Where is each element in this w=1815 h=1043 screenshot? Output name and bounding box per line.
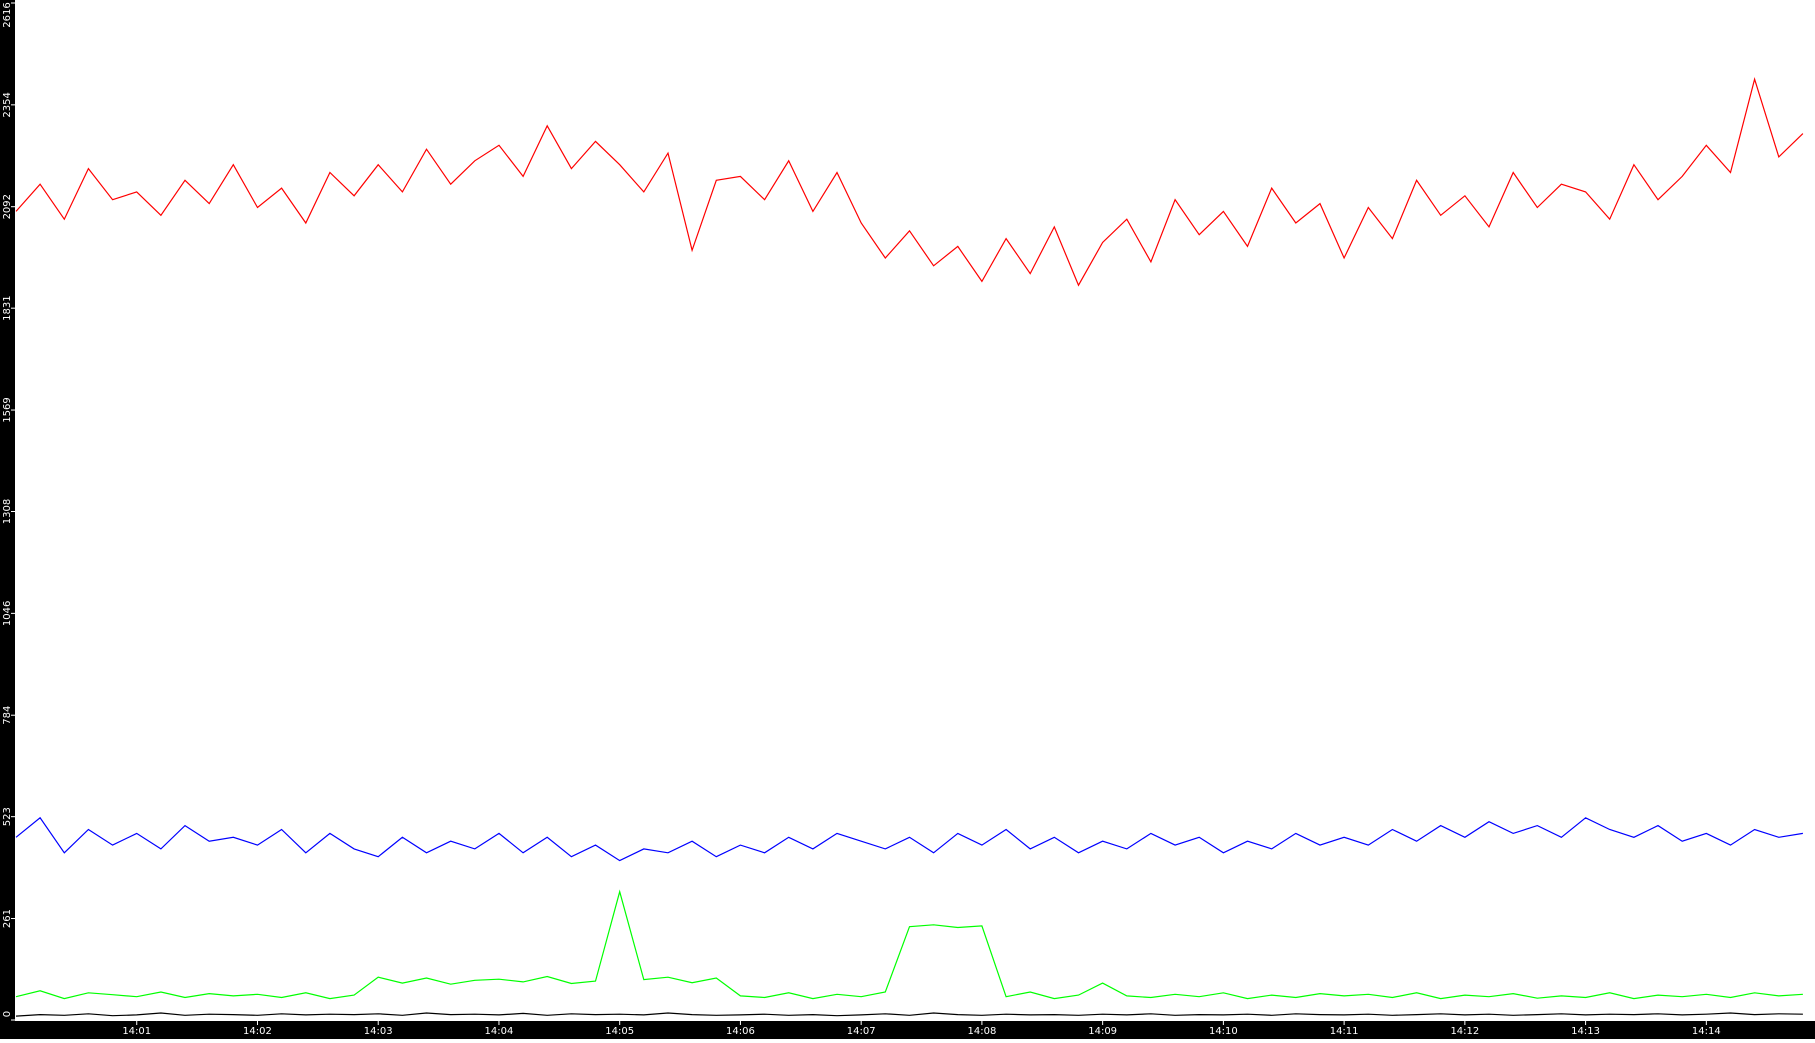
x-tick-label: 14:14 (1692, 1026, 1721, 1037)
x-tick-label: 14:09 (1088, 1026, 1117, 1037)
series-line (15, 816, 1803, 862)
y-tick-label: 0 (2, 1011, 13, 1017)
y-tick-label: 1046 (2, 601, 13, 626)
series-line (15, 889, 1803, 1000)
x-tick-label: 14:07 (847, 1026, 876, 1037)
y-axis-strip (0, 0, 15, 1039)
x-tick-label: 14:04 (485, 1026, 514, 1037)
x-tick-label: 14:06 (726, 1026, 755, 1037)
x-tick-label: 14:11 (1330, 1026, 1359, 1037)
x-axis-strip (0, 1021, 1815, 1039)
y-tick-label: 2092 (2, 194, 13, 219)
x-tick-label: 14:08 (967, 1026, 996, 1037)
y-tick-label: 1569 (2, 397, 13, 422)
series-line (15, 77, 1804, 287)
y-tick-label: 2616 (2, 2, 13, 27)
y-tick-label: 1831 (2, 295, 13, 320)
x-tick-label: 14:10 (1209, 1026, 1238, 1037)
y-tick-label: 261 (2, 909, 13, 928)
x-tick-label: 14:03 (364, 1026, 393, 1037)
x-tick-label: 14:05 (605, 1026, 634, 1037)
y-tick-label: 2354 (2, 92, 13, 117)
x-tick-label: 14:12 (1450, 1026, 1479, 1037)
y-tick-label: 523 (2, 807, 13, 826)
y-tick-label: 784 (2, 706, 13, 725)
x-tick-label: 14:01 (122, 1026, 151, 1037)
x-tick-label: 14:13 (1571, 1026, 1600, 1037)
x-tick-label: 14:02 (243, 1026, 272, 1037)
y-tick-label: 1308 (2, 499, 13, 524)
series-line (15, 1012, 1803, 1017)
